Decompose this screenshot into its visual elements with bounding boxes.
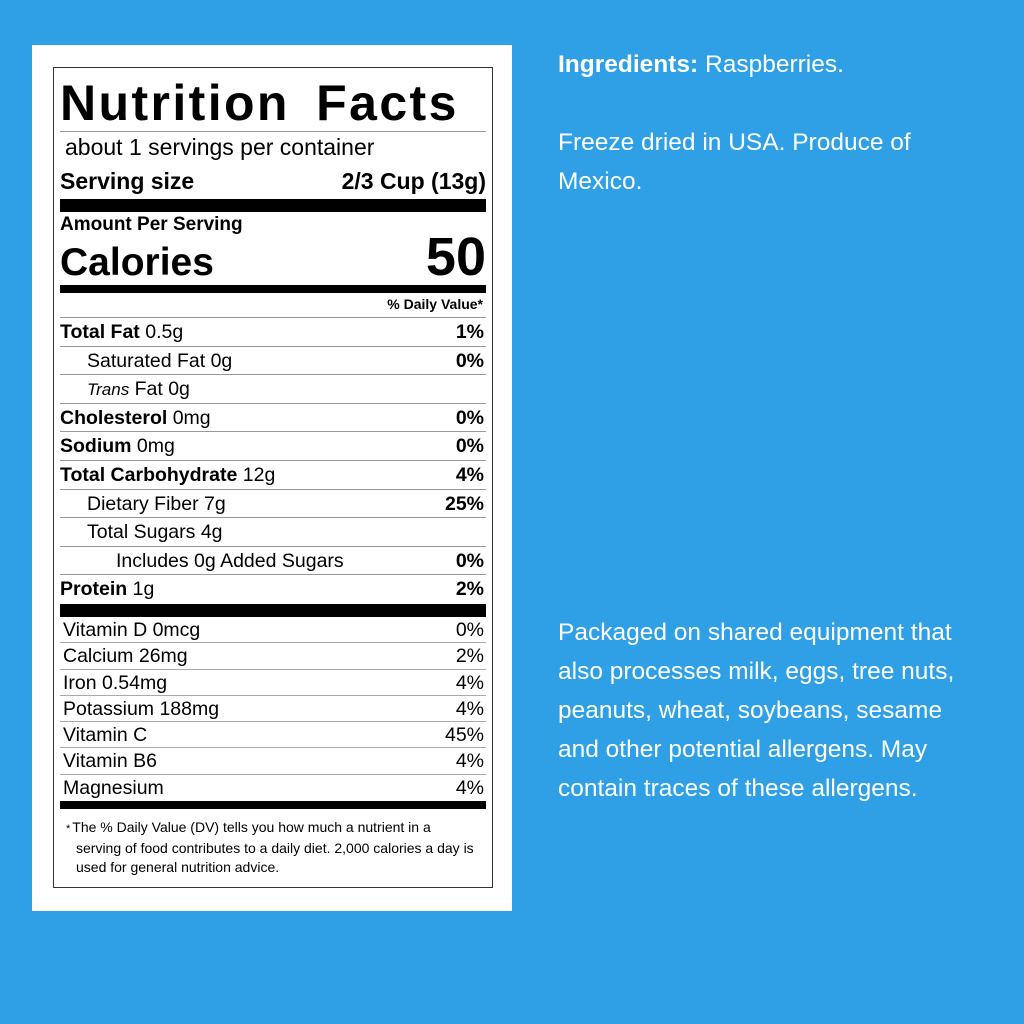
daily-value-header: % Daily Value* bbox=[60, 293, 486, 318]
vitamin-row: Calcium 26mg 2% bbox=[60, 643, 486, 670]
thick-divider bbox=[60, 603, 486, 617]
vitamin-row: Magnesium 4% bbox=[63, 776, 484, 799]
vitamin-row: Potassium 188mg 4% bbox=[60, 696, 486, 723]
medium-divider bbox=[60, 801, 486, 810]
nutrient-row-sodium: Sodium 0mg 0% bbox=[60, 432, 486, 461]
origin-text: Freeze dried in USA. Produce of Mexico. bbox=[558, 129, 911, 195]
nutrient-row-protein: Protein 1g 2% bbox=[60, 578, 484, 601]
divider bbox=[60, 131, 486, 132]
vitamin-row: Vitamin B6 4% bbox=[60, 748, 486, 775]
serving-size-label: Serving size bbox=[60, 168, 195, 194]
nutrition-facts-label: Nutrition Facts about 1 servings per con… bbox=[53, 67, 493, 888]
ingredients-text: Ingredients: Raspberries. bbox=[558, 51, 844, 78]
amount-per-serving: Amount Per Serving bbox=[60, 214, 243, 235]
label-title: Nutrition Facts bbox=[60, 75, 459, 131]
calories-row: Calories 50 bbox=[60, 229, 486, 285]
nutrient-row-cholesterol: Cholesterol 0mg 0% bbox=[60, 404, 486, 433]
medium-divider bbox=[60, 285, 486, 293]
serving-size-row: Serving size 2/3 Cup (13g) bbox=[60, 166, 486, 199]
vitamin-row: Vitamin C 45% bbox=[60, 722, 486, 749]
vitamin-row: Vitamin D 0mcg 0% bbox=[60, 617, 486, 644]
thick-divider bbox=[60, 199, 486, 212]
nutrient-row-saturated-fat: Saturated Fat 0g 0% bbox=[60, 347, 486, 376]
servings-per-container: about 1 servings per container bbox=[65, 134, 375, 160]
daily-value-footnote: * The % Daily Value (DV) tells you how mu… bbox=[66, 819, 474, 876]
calories-value: 50 bbox=[425, 227, 486, 287]
calories-label: Calories bbox=[60, 241, 214, 284]
vitamin-row: Iron 0.54mg 4% bbox=[60, 670, 486, 696]
allergen-text: Packaged on shared equipment that also p… bbox=[558, 619, 955, 802]
nutrient-row-total-sugars: Total Sugars 4g bbox=[60, 518, 486, 547]
nutrient-row-dietary-fiber: Dietary Fiber 7g 25% bbox=[60, 490, 486, 519]
nutrient-row-total-carbohydrate: Total Carbohydrate 12g 4% bbox=[60, 461, 486, 490]
nutrient-row-total-fat: Total Fat 0.5g 1% bbox=[60, 318, 486, 347]
nutrient-row-added-sugars: Includes 0g Added Sugars 0% bbox=[60, 547, 486, 576]
label-panel bbox=[32, 45, 512, 911]
serving-size-value: 2/3 Cup (13g) bbox=[341, 168, 486, 194]
nutrient-row-trans-fat: Trans Fat 0g bbox=[60, 375, 486, 404]
